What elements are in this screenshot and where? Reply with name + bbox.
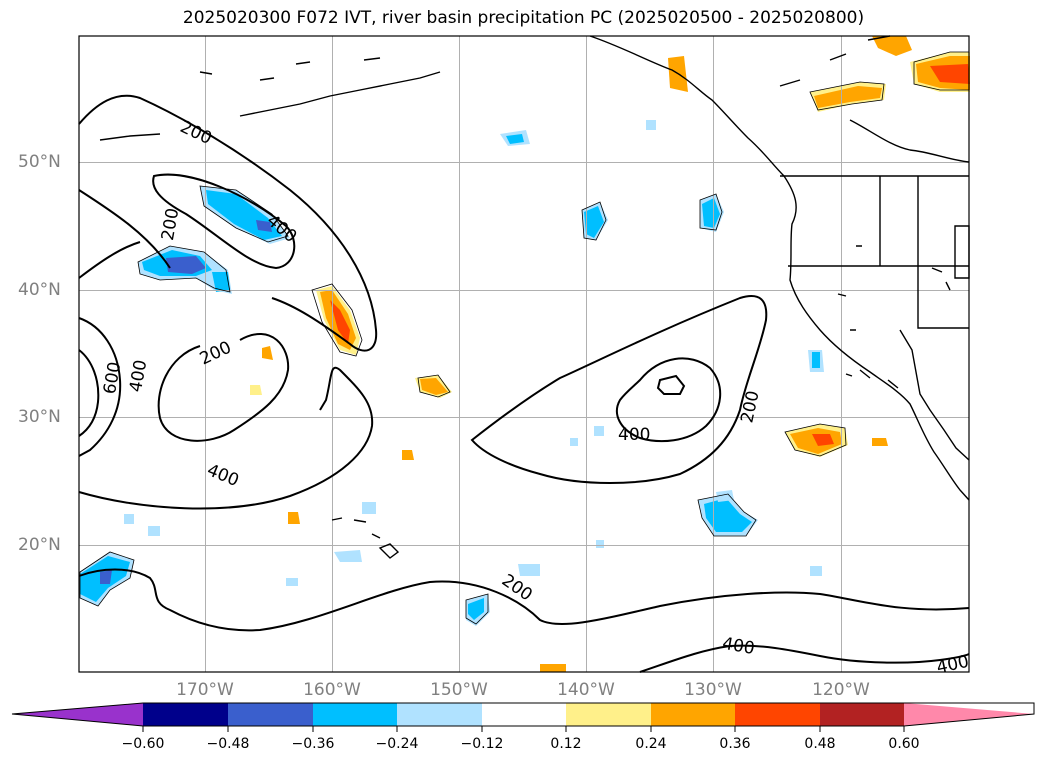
ivt-contours [78, 94, 970, 673]
colorbar-tick-label: −0.60 [121, 736, 165, 752]
contour-label: 600 [100, 360, 125, 395]
colorbar-tick-label: 0.12 [550, 736, 582, 752]
colorbar-cell [566, 703, 651, 726]
colorbar-tick-label: −0.12 [460, 736, 504, 752]
contour-label: 400 [935, 652, 971, 678]
lon-label-130w: 130°W [684, 680, 742, 700]
lon-label-160w: 160°W [303, 680, 361, 700]
colorbar-cell [820, 703, 904, 726]
contour-label: 200 [177, 117, 215, 149]
contour-label: 400 [721, 634, 756, 659]
colorbar-cell [735, 703, 820, 726]
colorbar-extend-low [12, 703, 143, 726]
colorbar-cell [228, 703, 313, 726]
contour-label: 400 [618, 425, 650, 445]
colorbar-cell [397, 703, 482, 726]
map-frame [78, 35, 970, 673]
lat-label-50n: 50°N [18, 152, 61, 172]
contour-label: 400 [126, 358, 151, 393]
colorbar-tick-label: 0.60 [888, 736, 920, 752]
colorbar-tick-label: −0.24 [375, 736, 419, 752]
contour-label: 200 [737, 389, 763, 425]
precip-shading [80, 36, 970, 672]
map-title: 2025020300 F072 IVT, river basin precipi… [182, 8, 865, 28]
lon-label-120w: 120°W [812, 680, 870, 700]
contour-label: 200 [197, 338, 235, 370]
colorbar-cell [482, 703, 566, 726]
contour-label: 400 [204, 460, 242, 491]
colorbar-cell [143, 703, 228, 726]
lon-label-170w: 170°W [176, 680, 234, 700]
colorbar-tick-label: 0.36 [719, 736, 751, 752]
lon-label-140w: 140°W [557, 680, 615, 700]
contour-label: 200 [158, 207, 183, 242]
lat-label-30n: 30°N [18, 407, 61, 427]
colorbar-tick-label: 0.48 [804, 736, 836, 752]
lat-label-40n: 40°N [18, 280, 61, 300]
colorbar-tick-label: −0.48 [206, 736, 250, 752]
colorbar-cell [651, 703, 735, 726]
colorbar-extend-high [904, 703, 1034, 726]
graticule [79, 36, 969, 672]
precip-outlines [79, 51, 970, 625]
colorbar [11, 702, 1035, 732]
colorbar-cell [313, 703, 397, 726]
lon-label-150w: 150°W [430, 680, 488, 700]
colorbar-tick-label: 0.24 [635, 736, 667, 752]
lat-label-20n: 20°N [18, 535, 61, 555]
coastlines [99, 35, 970, 559]
colorbar-tick-label: −0.36 [291, 736, 335, 752]
